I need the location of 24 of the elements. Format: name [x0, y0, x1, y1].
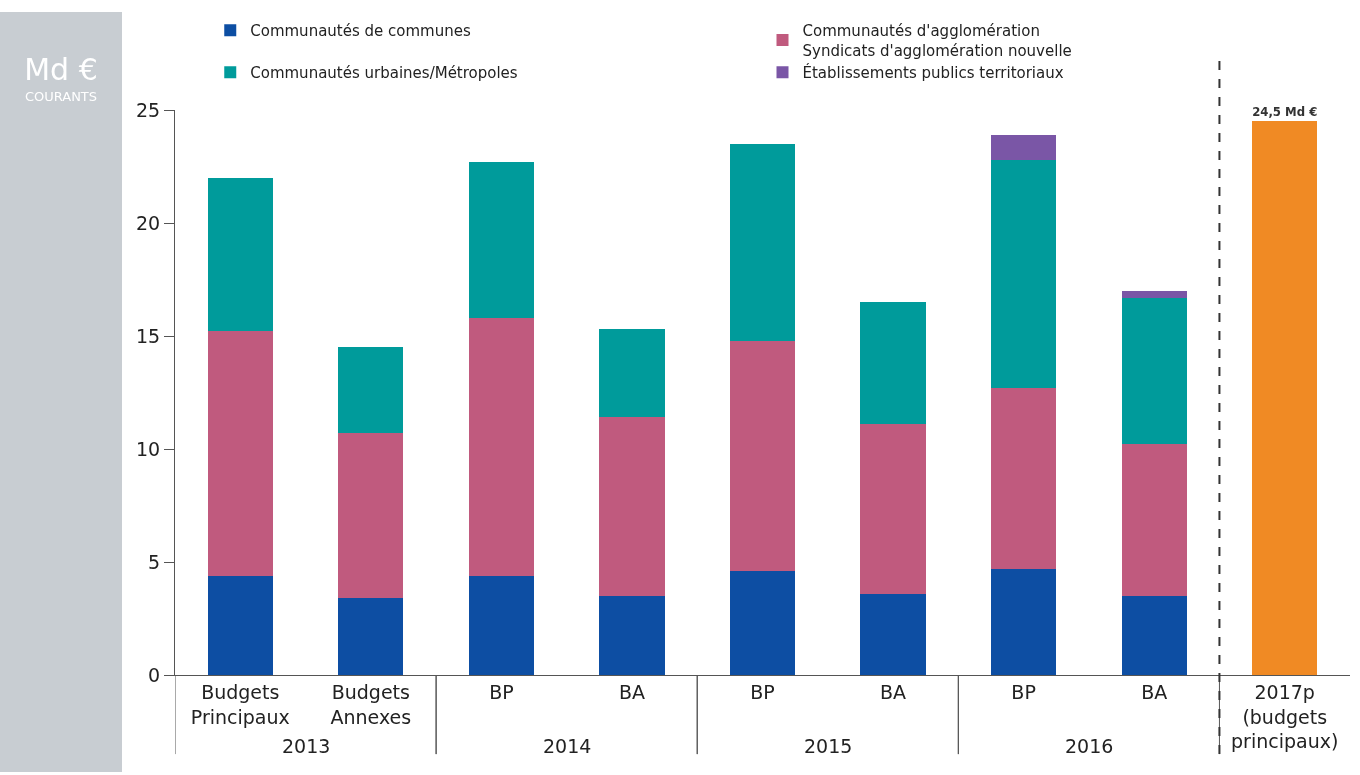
text: 2015: [804, 735, 853, 757]
x-tick-label: BA: [1141, 680, 1168, 703]
y-tick-label: 5: [148, 550, 161, 573]
x-tick-label: BA: [618, 680, 645, 703]
x-tick-label: Budgets Principaux: [190, 680, 290, 728]
legend-label: Établissements publics territoriaux: [802, 63, 1064, 83]
text: 2016: [1065, 735, 1114, 757]
x-tick-label: BP: [1011, 680, 1036, 703]
y-tick-label: 0: [148, 663, 161, 686]
legend-label: Communautés urbaines/Métropoles: [250, 64, 518, 83]
legend-label: Communautés de communes: [250, 22, 471, 41]
x-tick-label: 2017p (budgets principaux): [1231, 680, 1339, 753]
data-label: 24,5 Md €: [1252, 104, 1318, 119]
text: 2014: [543, 735, 592, 757]
x-tick-label: BA: [880, 680, 907, 703]
x-tick-label: BP: [750, 680, 775, 703]
y-tick-label: 10: [136, 437, 161, 460]
y-tick-label: 25: [136, 98, 161, 121]
text: 2013: [282, 735, 331, 757]
y-tick-label: 20: [136, 211, 161, 234]
x-tick-label: Budgets Annexes: [330, 680, 412, 728]
y-tick-label: 15: [136, 324, 161, 347]
x-tick-label: BP: [489, 680, 514, 703]
legend-label: Communautés d'agglomération Syndicats d'agglomération nouvelle: [802, 22, 1072, 60]
